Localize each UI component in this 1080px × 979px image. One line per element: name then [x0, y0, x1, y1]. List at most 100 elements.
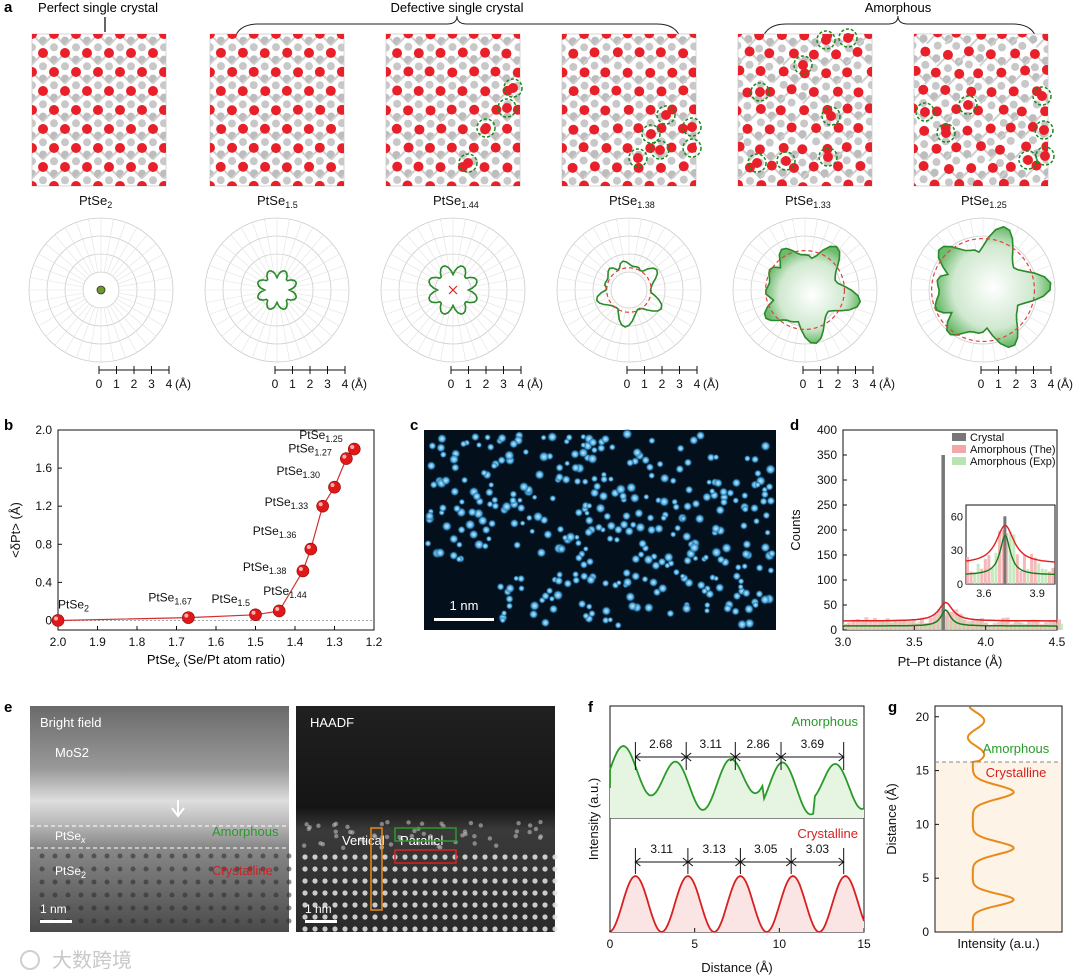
- chart-b-point-5: [304, 542, 318, 556]
- polar-plot-5: [910, 217, 1056, 363]
- svg-text:(Å): (Å): [1057, 376, 1073, 391]
- svg-text:20: 20: [916, 710, 930, 724]
- amorphous-box: [394, 827, 457, 842]
- svg-text:Pt–Pt distance (Å): Pt–Pt distance (Å): [898, 654, 1003, 669]
- svg-text:0: 0: [448, 377, 455, 391]
- svg-text:1.8: 1.8: [129, 635, 146, 649]
- svg-text:Crystalline: Crystalline: [986, 765, 1047, 780]
- svg-text:2: 2: [307, 377, 314, 391]
- haadf-lattice: [301, 819, 558, 932]
- svg-text:1.2: 1.2: [366, 635, 383, 649]
- vertical-box: [370, 827, 383, 911]
- chart-g: Amorphous Crystalline 0 5 10 15 20 Intensity (a…: [884, 705, 1063, 951]
- panel-a-label: a: [4, 0, 13, 16]
- svg-text:0: 0: [922, 925, 929, 939]
- crystal-structure-0: [31, 33, 167, 187]
- group-defective-brace: [233, 15, 682, 41]
- scale-bar-5: 0 1 2 3 4 (Å): [978, 366, 1073, 391]
- amorphous-label-e: Amorphous: [212, 824, 279, 839]
- svg-text:50: 50: [824, 598, 838, 612]
- scale-bar-1: 0 1 2 3 4 (Å): [272, 366, 367, 391]
- compound-label-4: PtSe1.33: [785, 193, 831, 210]
- scale-bar-0: 0 1 2 3 4 (Å): [96, 366, 191, 391]
- svg-text:0.4: 0.4: [35, 575, 52, 589]
- svg-text:Intensity (a.u.): Intensity (a.u.): [957, 936, 1039, 951]
- svg-text:0: 0: [624, 377, 631, 391]
- svg-text:(Å): (Å): [527, 376, 543, 391]
- svg-text:3.0: 3.0: [835, 635, 852, 649]
- svg-text:350: 350: [817, 448, 837, 462]
- svg-text:1.7: 1.7: [168, 635, 185, 649]
- polar-plot-2: [380, 217, 526, 363]
- svg-text:1.3: 1.3: [326, 635, 343, 649]
- svg-text:250: 250: [817, 498, 837, 512]
- svg-text:5: 5: [922, 871, 929, 885]
- polar-plot-4: [732, 217, 878, 363]
- scale-bars: 0 1 2 3 4 (Å) 0 1 2 3 4 (Å) 0 1 2 3 4 (Å) 0 1 2 3 4 (Å) 0 1 2 3 4 (Å)…: [96, 366, 1073, 391]
- svg-text:3: 3: [500, 377, 507, 391]
- svg-text:(Å): (Å): [175, 376, 191, 391]
- svg-text:2.0: 2.0: [35, 423, 52, 437]
- svg-text:3.13: 3.13: [702, 842, 726, 856]
- svg-text:4: 4: [518, 377, 525, 391]
- svg-text:Amorphous: Amorphous: [983, 741, 1050, 756]
- svg-text:Amorphous: Amorphous: [792, 714, 859, 729]
- svg-text:(Å): (Å): [703, 376, 719, 391]
- svg-text:4.0: 4.0: [977, 635, 994, 649]
- chart-b-label-4: PtSe1.38: [243, 560, 287, 576]
- polar-plot-0: [28, 217, 174, 363]
- chart-b-point-0: [51, 614, 65, 627]
- svg-text:4: 4: [694, 377, 701, 391]
- svg-text:1.2: 1.2: [35, 499, 52, 513]
- compound-label-5: PtSe1.25: [961, 193, 1007, 210]
- svg-text:1: 1: [641, 377, 648, 391]
- svg-text:0: 0: [45, 613, 52, 627]
- chart-b-label-7: PtSe1.30: [277, 464, 321, 480]
- group-perfect: Perfect single crystal: [38, 0, 158, 15]
- stem-atom-spots: [424, 428, 777, 630]
- panel-c-scale-bar: [434, 618, 494, 621]
- svg-text:Amorphous (The): Amorphous (The): [970, 444, 1056, 456]
- chart-f: Amorphous Crystalline 2.68 3.11 2.86 3.69 3.11…: [586, 705, 871, 975]
- bright-field-title: Bright field: [40, 715, 101, 730]
- svg-text:5: 5: [691, 937, 698, 951]
- svg-text:15: 15: [916, 764, 930, 778]
- panel-f-label: f: [588, 699, 594, 716]
- watermark: 大数跨境: [52, 948, 132, 972]
- crystal-structure-5: [913, 33, 1055, 187]
- svg-text:3: 3: [852, 377, 859, 391]
- svg-text:2: 2: [835, 377, 842, 391]
- panel-c-label: c: [410, 417, 418, 434]
- crystal-structure-4: [737, 28, 873, 187]
- svg-text:<δPt> (Å): <δPt> (Å): [8, 502, 23, 558]
- chart-b-point-9: [347, 442, 361, 456]
- svg-text:4: 4: [166, 377, 173, 391]
- svg-text:3.9: 3.9: [1030, 588, 1045, 600]
- svg-text:3.11: 3.11: [700, 737, 723, 751]
- arrow-down-icon: [171, 800, 185, 818]
- svg-text:10: 10: [773, 937, 787, 951]
- scale-bar-4: 0 1 2 3 4 (Å): [800, 366, 895, 391]
- svg-text:2: 2: [1013, 377, 1020, 391]
- svg-text:2: 2: [659, 377, 666, 391]
- svg-text:0: 0: [800, 377, 807, 391]
- svg-text:Distance (Å): Distance (Å): [884, 783, 899, 855]
- haadf-scale-label: 1 nm: [305, 902, 332, 916]
- svg-text:Distance (Å): Distance (Å): [701, 960, 773, 975]
- bf-scale-label: 1 nm: [40, 902, 67, 916]
- svg-text:200: 200: [817, 523, 837, 537]
- svg-text:3: 3: [148, 377, 155, 391]
- svg-text:3: 3: [1030, 377, 1037, 391]
- bright-field-lattice: [39, 853, 292, 924]
- svg-text:4: 4: [1048, 377, 1055, 391]
- svg-text:(Å): (Å): [879, 376, 895, 391]
- svg-text:1: 1: [289, 377, 296, 391]
- svg-text:Amorphous (Exp): Amorphous (Exp): [970, 456, 1056, 468]
- compound-labels: PtSe2 PtSe1.5 PtSe1.44 PtSe1.38 PtSe1.33 PtSe…: [79, 193, 1007, 210]
- crystal-structure-1: [209, 33, 345, 187]
- chart-b-label-0: PtSe2: [58, 597, 89, 613]
- svg-text:15: 15: [857, 937, 871, 951]
- svg-text:0: 0: [978, 377, 985, 391]
- chart-d: 3.0 3.5 4.0 4.5050100150200250300350400Pt–P…: [788, 423, 1066, 669]
